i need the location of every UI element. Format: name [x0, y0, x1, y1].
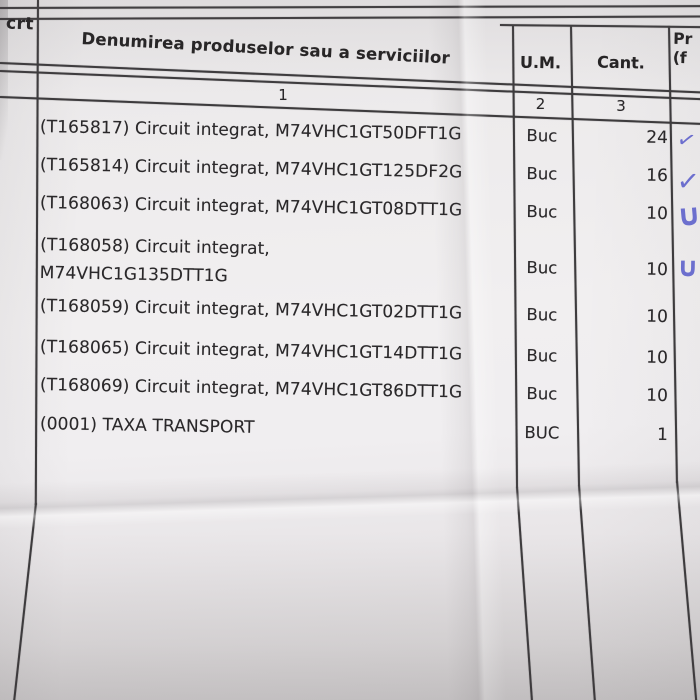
column-number-2: 2 [535, 95, 546, 113]
cant-column-left-line-lower [578, 484, 596, 700]
horizontal-fold-crease [0, 460, 700, 530]
product-name: (0001) TAXA TRANSPORT [39, 414, 255, 438]
header-um: U.M. [519, 52, 562, 73]
price-column-left-line-lower [676, 480, 698, 700]
header-price-line2: (f [672, 48, 687, 68]
product-name: (T168069) Circuit integrat, M74VHC1GT86D… [39, 375, 463, 403]
product-name: (T168059) Circuit integrat, M74VHC1GT02D… [39, 296, 463, 324]
header-price-partial: Pr (f [673, 30, 693, 68]
column-number-1: 1 [278, 86, 288, 104]
unit-of-measure-cell: Buc [526, 346, 558, 366]
quantity-cell: 10 [646, 203, 669, 225]
pen-check-mark-icon: ∪ [675, 197, 700, 235]
header-price-line1: Pr [673, 29, 693, 49]
product-name: (T165814) Circuit integrat, M74VHC1GT125… [39, 155, 463, 183]
quantity-cell: 24 [646, 127, 669, 149]
header-cant: Cant. [596, 52, 646, 73]
pen-check-mark-icon: ✓ [675, 165, 700, 199]
quantity-cell: 16 [646, 165, 669, 187]
unit-of-measure-cell: Buc [526, 258, 558, 278]
unit-of-measure-cell: Buc [526, 202, 558, 222]
pen-check-mark-icon: ✓ [674, 126, 699, 156]
quantity-cell: 10 [646, 306, 669, 328]
table-top-line-1 [0, 5, 700, 9]
unit-of-measure-cell: Buc [526, 384, 558, 404]
quantity-cell: 10 [646, 385, 669, 407]
um-column-left-line-lower [516, 486, 534, 700]
product-name: (T168058) Circuit integrat, M74VHC1G135DT… [39, 235, 271, 287]
product-name: (T168063) Circuit integrat, M74VHC1GT08D… [39, 193, 463, 221]
product-name: (T165817) Circuit integrat, M74VHC1GT50D… [39, 117, 462, 145]
crt-column-divider-line-lower [13, 502, 37, 700]
quantity-cell: 10 [646, 259, 669, 281]
header-denumirea: Denumirea produselor sau a serviciilor [80, 29, 451, 68]
header-crt: crt [5, 13, 35, 35]
quantity-cell: 10 [646, 347, 669, 369]
pen-check-mark-icon: ∪ [676, 252, 700, 284]
table-top-line-2 [0, 15, 700, 20]
unit-of-measure-cell: BUC [524, 423, 560, 443]
unit-of-measure-cell: Buc [526, 305, 558, 325]
product-name: (T168065) Circuit integrat, M74VHC1GT14D… [39, 337, 463, 365]
unit-of-measure-cell: Buc [526, 126, 558, 146]
quantity-cell: 1 [656, 424, 669, 446]
unit-of-measure-cell: Buc [526, 164, 558, 184]
column-number-3: 3 [616, 97, 626, 115]
